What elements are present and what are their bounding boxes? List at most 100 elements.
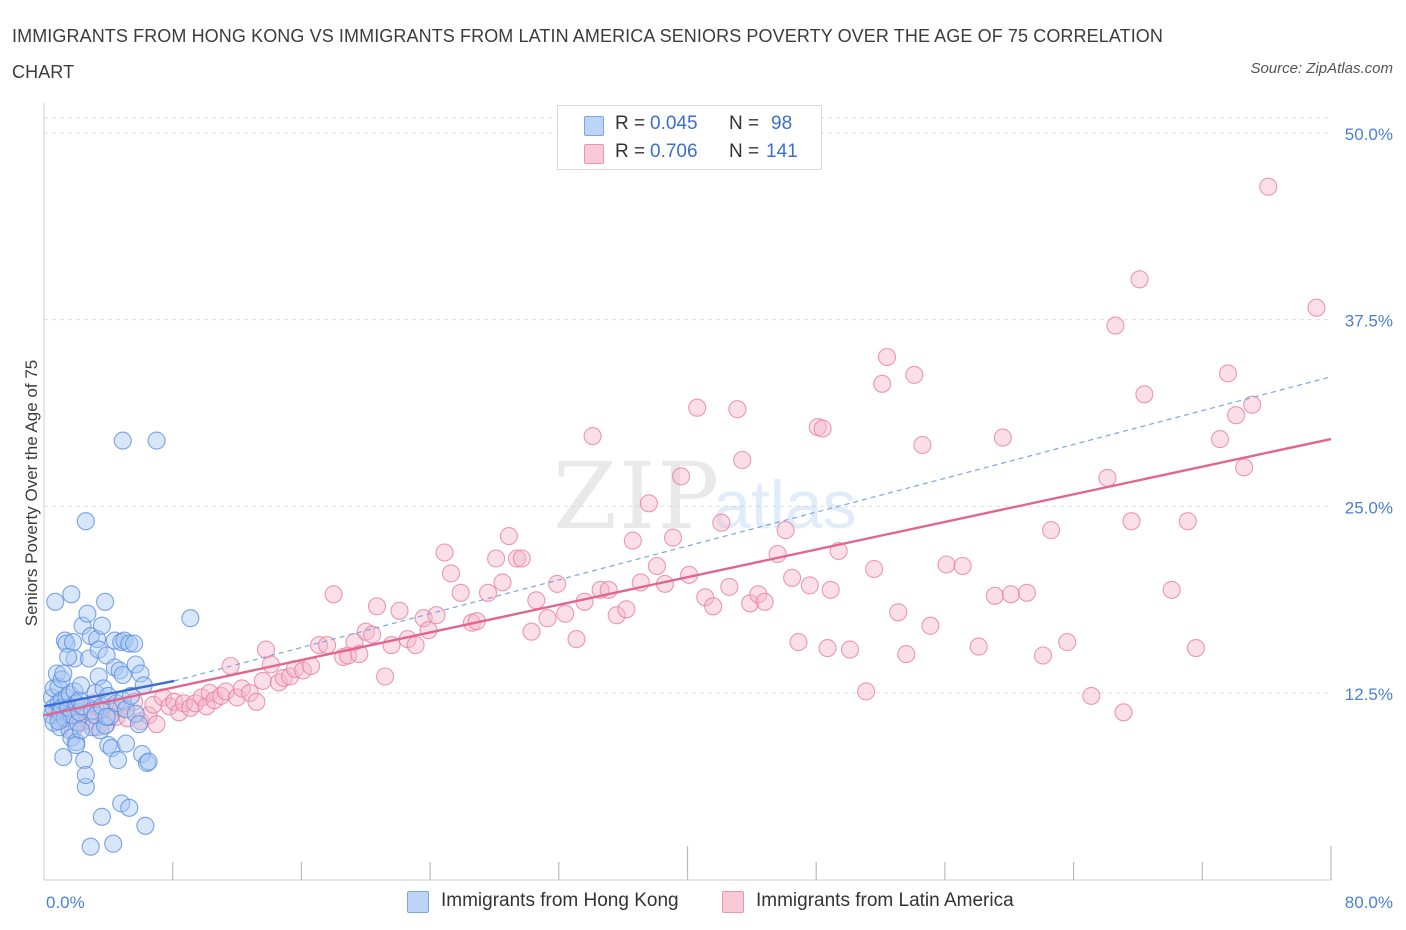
hong-kong-point [62,585,81,604]
latin-america-point [704,597,723,616]
x-tick-label: 0.0% [46,893,85,912]
legend-swatch-latin-america [584,144,604,164]
hong-kong-point [57,634,76,653]
latin-america-point [639,494,658,513]
hong-kong-point [113,665,132,685]
latin-america-point [873,374,892,393]
hong-kong-point [108,751,128,770]
latin-america-point [905,365,924,384]
latin-america-point [548,574,567,593]
watermark: ZIP atlas [553,443,857,550]
x-tick-label: 80.0% [1345,893,1393,912]
latin-america-point [1186,639,1205,658]
latin-america-point [1058,633,1077,652]
latin-america-point [376,667,395,686]
latin-america-point [813,419,832,438]
latin-america-point [493,573,512,592]
latin-america-point [487,549,506,568]
latin-america-point [663,528,683,547]
hong-kong-point [116,734,136,753]
hong-kong-point [113,431,132,450]
latin-america-point [1307,298,1326,317]
latin-america-point [441,564,461,583]
hong-kong-trend-extension [174,376,1332,682]
latin-america-point [937,555,956,574]
latin-america-point [527,591,546,610]
hong-kong-point [52,670,71,689]
latin-america-point [783,568,802,587]
hong-kong-point [49,712,68,731]
latin-america-point [583,427,602,446]
latin-america-point [1033,646,1053,665]
n-value: 141 [766,141,798,162]
latin-america-point [1259,177,1278,196]
latin-america-point [567,630,586,649]
latin-america-point [1227,406,1246,425]
hong-kong-point [65,649,84,668]
latin-america-points [47,177,1326,740]
latin-america-point [144,695,163,714]
hong-kong-point [47,664,66,683]
hong-kong-point [97,707,116,726]
hong-kong-trend-line [43,679,175,708]
hong-kong-point [129,715,148,734]
hong-kong-point [78,604,97,623]
latin-america-point [507,549,527,568]
latin-america-trend-line [43,437,1332,717]
latin-america-point [451,583,470,602]
hong-kong-point [89,667,108,686]
latin-america-point [499,527,518,546]
hong-kong-point [105,631,124,650]
latin-america-point [985,586,1004,605]
trend-lines [43,376,1332,717]
n-value: 98 [771,113,793,134]
n-label: N = [729,141,760,162]
latin-america-point [350,645,369,664]
latin-america-point [818,639,837,658]
hong-kong-point [71,676,91,695]
axes [43,103,1332,881]
legend-swatch-hong-kong [584,116,604,136]
latin-america-point [993,428,1012,447]
latin-america-point [1130,270,1149,289]
hong-kong-point [104,834,123,853]
latin-america-point [647,556,666,576]
latin-america-point [623,531,642,550]
latin-america-point [840,640,860,659]
watermark-atlas: atlas [713,467,857,543]
watermark-zip: ZIP [553,443,721,550]
latin-america-point [247,692,266,711]
latin-america-point [1135,385,1154,404]
latin-america-point [406,636,425,655]
r-label: R = [615,113,646,134]
hong-kong-point [133,745,152,764]
hong-kong-point [46,592,65,611]
latin-america-point [672,467,691,486]
latin-america-point [1122,512,1141,531]
latin-america-point [1017,583,1036,602]
hong-kong-point [92,807,111,826]
hong-kong-points [42,431,200,856]
chart-title: IMMIGRANTS FROM HONG KONG VS IMMIGRANTS … [12,26,1163,82]
latin-america-point [1243,395,1262,414]
latin-america-point [435,543,454,562]
latin-america-point [390,601,409,620]
latin-america-point [367,597,387,616]
latin-america-point [607,606,626,625]
hong-kong-point [76,512,95,531]
hong-kong-point [120,798,139,817]
latin-america-point [1162,580,1181,599]
source-note: Source: ZipAtlas.com [1250,60,1393,77]
y-axis-title: Seniors Poverty Over the Age of 75 [22,360,41,626]
hong-kong-point [96,592,115,611]
latin-america-point [688,398,707,417]
bottom-legend-swatch-hong-kong [407,891,429,913]
hong-kong-point [126,655,145,674]
hong-kong-point [54,748,73,767]
hong-kong-point [126,704,145,723]
latin-america-point [324,585,343,604]
hong-kong-point [116,700,136,719]
latin-america-point [1210,430,1230,449]
bottom-legend-swatch-latin-america [722,891,744,913]
